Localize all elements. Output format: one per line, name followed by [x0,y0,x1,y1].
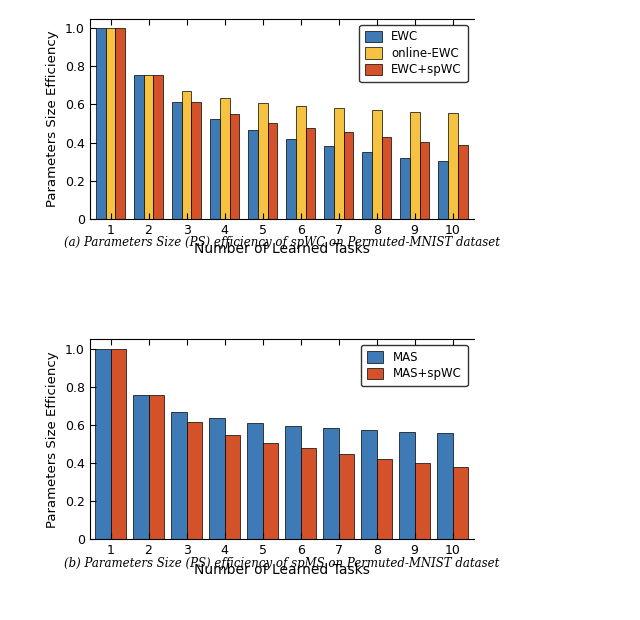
Bar [362,152,372,219]
Bar [230,114,239,219]
Bar [415,463,430,539]
Bar [286,139,296,219]
Bar [381,137,392,219]
Bar [362,430,377,539]
Text: (a) Parameters Size (PS) efficiency of spWC on Permuted-MNIST dataset: (a) Parameters Size (PS) efficiency of s… [63,236,500,249]
Bar [448,113,458,219]
Bar [191,102,202,219]
Legend: EWC, online-EWC, EWC+spWC: EWC, online-EWC, EWC+spWC [359,25,468,82]
Bar [333,108,344,219]
Bar [111,348,125,539]
Legend: MAS, MAS+spWC: MAS, MAS+spWC [361,345,468,386]
Bar [420,141,429,219]
Bar [305,128,316,219]
Bar [410,112,420,219]
Bar [134,75,143,219]
Bar [209,418,225,539]
Bar [258,104,268,219]
Bar [220,98,230,219]
Bar [182,91,191,219]
Bar [172,412,186,539]
Bar [248,423,262,539]
Bar [438,433,452,539]
Bar [452,466,468,539]
Bar [172,102,182,219]
Bar [399,432,415,539]
Bar [438,161,448,219]
Bar [344,132,353,219]
Bar [133,396,148,539]
Text: (b) Parameters Size (PS) efficiency of spMS on Permuted-MNIST dataset: (b) Parameters Size (PS) efficiency of s… [64,557,499,570]
X-axis label: Number of Learned Tasks: Number of Learned Tasks [194,563,369,577]
Y-axis label: Parameters Size Efficiency: Parameters Size Efficiency [46,30,59,207]
Bar [154,75,163,219]
Bar [339,454,354,539]
Bar [148,396,164,539]
Bar [248,130,258,219]
Bar [96,28,106,219]
Bar [301,448,316,539]
Bar [262,443,278,539]
Bar [268,123,277,219]
Bar [458,146,467,219]
Bar [106,28,115,219]
Bar [186,422,202,539]
Bar [296,106,305,219]
Bar [323,428,339,539]
Bar [225,435,240,539]
Bar [285,426,301,539]
Bar [210,119,220,219]
Bar [400,158,410,219]
Y-axis label: Parameters Size Efficiency: Parameters Size Efficiency [46,351,59,528]
X-axis label: Number of Learned Tasks: Number of Learned Tasks [194,242,369,256]
Bar [377,459,392,539]
Bar [372,110,381,219]
Bar [143,75,154,219]
Bar [324,146,333,219]
Bar [95,348,111,539]
Bar [115,28,125,219]
